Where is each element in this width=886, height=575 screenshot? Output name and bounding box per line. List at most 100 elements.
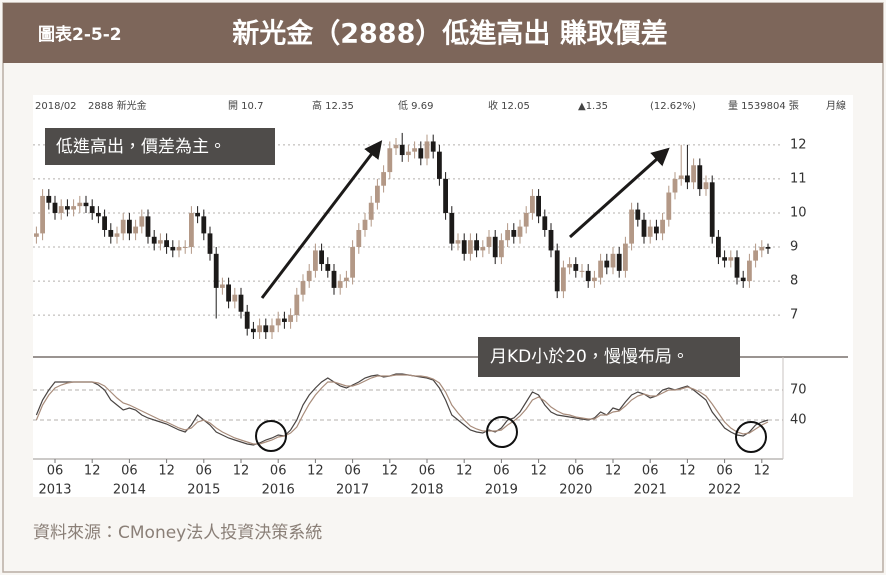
candle-body: [282, 318, 287, 322]
source-note: 資料來源：CMoney法人投資決策系統: [33, 523, 322, 543]
candle-body: [697, 165, 703, 190]
x-tick-label: 12: [382, 464, 399, 479]
x-tick-label: 06: [121, 464, 138, 479]
candle-body: [269, 325, 275, 333]
kd-line: [35, 374, 769, 445]
candle-body: [536, 195, 541, 217]
candle-body: [604, 260, 610, 268]
candle-body: [313, 250, 318, 271]
candle-body: [331, 270, 337, 288]
arrow: [568, 147, 670, 239]
highlights: [255, 416, 767, 453]
candle-body: [288, 315, 293, 322]
x-tick-label: 06: [493, 464, 510, 479]
candle-body: [610, 253, 616, 268]
candle-body: [393, 144, 399, 149]
candle-body: [641, 219, 647, 237]
candle-body: [734, 257, 740, 278]
annotation-box: [45, 128, 275, 165]
candle-body: [133, 226, 138, 234]
candle-body: [424, 141, 430, 159]
candle-body: [505, 229, 510, 241]
year-label: 2021: [634, 483, 667, 498]
candle-body: [195, 212, 200, 217]
candle-body: [598, 260, 603, 278]
info-bar: 2018/02 2888 新光金 開 10.7 高 12.35 低 9.69 收 12.0…: [35, 99, 846, 112]
candle-body: [573, 264, 579, 271]
info-item: ▲1.35: [578, 101, 608, 112]
candle-body: [567, 264, 572, 268]
candle-body: [703, 182, 709, 190]
candle-body: [499, 240, 504, 258]
x-tick-label: 12: [605, 464, 622, 479]
info-item: 收 12.05: [488, 99, 530, 112]
candle-body: [585, 270, 591, 282]
candle-body: [325, 264, 331, 271]
x-tick-label: 12: [84, 464, 101, 479]
plot: 7 8 9 10 11 12 06 2013 12 06 2014 12 06 2015 12 06 2016 1…: [33, 132, 807, 498]
candle-body: [517, 226, 523, 237]
y-tick-label: 8: [790, 274, 798, 289]
candle-body: [71, 206, 76, 210]
year-label: 2019: [485, 483, 518, 498]
candle-body: [182, 247, 188, 249]
candle-body: [65, 206, 70, 210]
candle-body: [251, 328, 256, 333]
candle-body: [461, 240, 467, 254]
x-tick-label: 12: [530, 464, 547, 479]
x-tick-label: 12: [456, 464, 473, 479]
candle-body: [381, 172, 386, 186]
x-tick-label: 06: [47, 464, 64, 479]
info-item: 高 12.35: [312, 99, 354, 112]
candle-body: [114, 233, 120, 237]
year-label: 2016: [262, 483, 295, 498]
candle-body: [412, 148, 417, 152]
candle-body: [238, 294, 244, 312]
candle-body: [52, 202, 58, 213]
candle-body: [685, 175, 690, 183]
y-tick-label: 70: [790, 383, 807, 398]
x-tick-label: 12: [307, 464, 324, 479]
x-tick-label: 06: [270, 464, 287, 479]
candle-body: [666, 192, 672, 220]
candle-body: [722, 257, 727, 261]
x-tick-label: 06: [196, 464, 213, 479]
candle-body: [344, 277, 349, 282]
candle-body: [83, 202, 89, 207]
highlight-circle: [255, 420, 287, 452]
candle-body: [672, 178, 678, 193]
candle-body: [145, 216, 151, 237]
candle-body: [244, 311, 250, 329]
y-tick-label: 11: [790, 171, 807, 186]
candle-body: [765, 247, 771, 249]
candle-body: [102, 216, 107, 230]
y-tick-label: 9: [790, 240, 798, 255]
candle-body: [356, 229, 362, 248]
candle-body: [406, 151, 411, 156]
candle-body: [232, 294, 238, 302]
annotation: 低進高出，價差為主。: [56, 137, 226, 157]
x-tick-label: 12: [754, 464, 771, 479]
candle-body: [678, 175, 684, 179]
candle-body: [306, 270, 312, 282]
candle-body: [592, 277, 597, 282]
candle-body: [368, 202, 374, 220]
year-label: 2018: [410, 483, 443, 498]
year-label: 2020: [559, 483, 592, 498]
x-tick-label: 06: [642, 464, 659, 479]
info-item: 低 9.69: [398, 99, 433, 112]
candle-body: [616, 253, 622, 271]
candle-body: [189, 212, 194, 248]
y-tick-label: 40: [790, 413, 807, 428]
candle-body: [753, 250, 758, 261]
candle-body: [542, 216, 548, 230]
candle-body: [158, 240, 163, 244]
candle-body: [257, 325, 262, 333]
year-label: 2015: [187, 483, 220, 498]
candle-body: [362, 219, 368, 230]
candle-body: [554, 250, 560, 292]
x-tick-label: 06: [344, 464, 361, 479]
candle-body: [319, 250, 324, 265]
